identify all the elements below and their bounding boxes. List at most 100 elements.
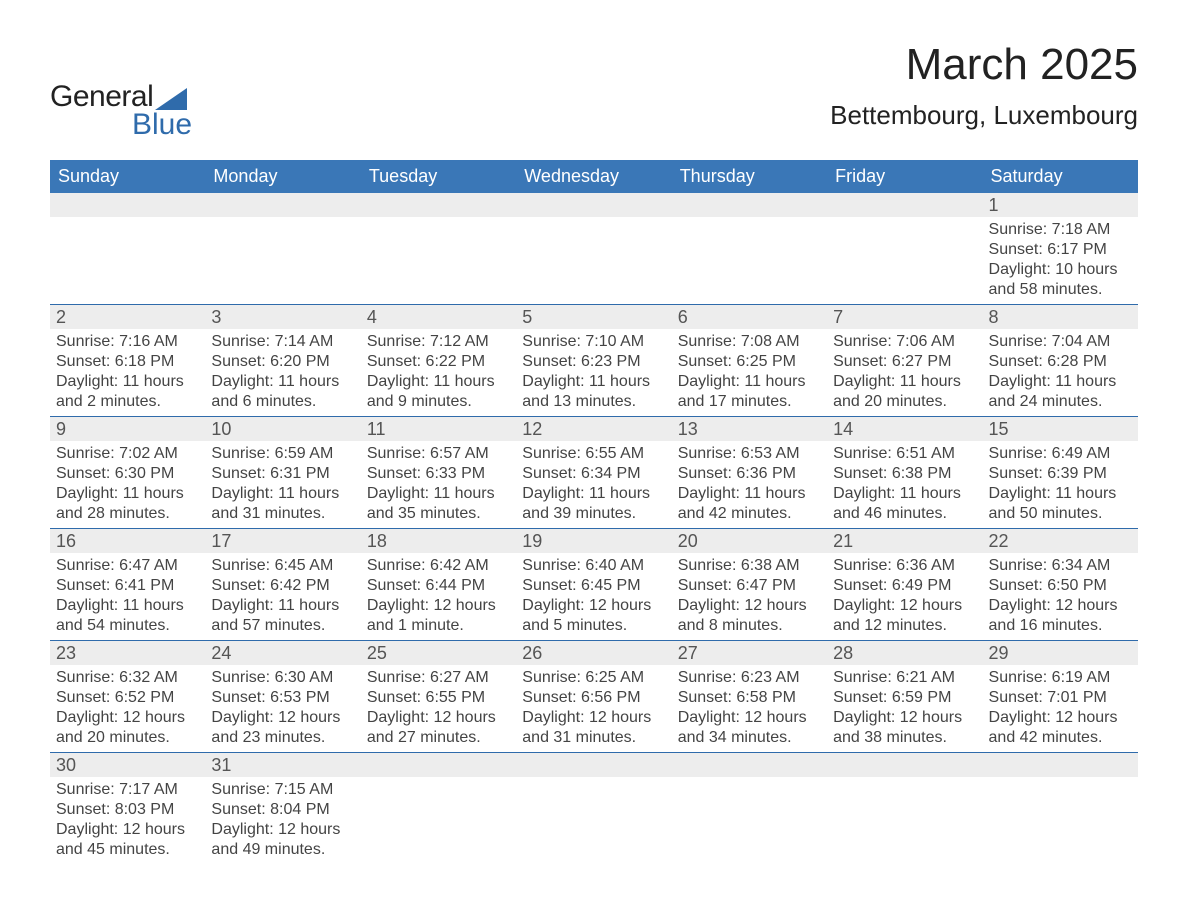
daylight-line: Daylight: 12 hours and 42 minutes. <box>989 708 1132 748</box>
calendar-cell: 2Sunrise: 7:16 AMSunset: 6:18 PMDaylight… <box>50 305 205 416</box>
day-number: 8 <box>983 305 1138 329</box>
day-number <box>672 753 827 777</box>
calendar-cell: 27Sunrise: 6:23 AMSunset: 6:58 PMDayligh… <box>672 641 827 752</box>
sunset-line: Sunset: 8:03 PM <box>56 800 199 820</box>
day-details <box>361 217 516 224</box>
daylight-line: Daylight: 12 hours and 31 minutes. <box>522 708 665 748</box>
calendar-cell: 4Sunrise: 7:12 AMSunset: 6:22 PMDaylight… <box>361 305 516 416</box>
sunset-line: Sunset: 6:39 PM <box>989 464 1132 484</box>
calendar-cell: 19Sunrise: 6:40 AMSunset: 6:45 PMDayligh… <box>516 529 671 640</box>
calendar-cell-blank <box>361 193 516 304</box>
sunset-line: Sunset: 6:41 PM <box>56 576 199 596</box>
day-details: Sunrise: 7:18 AMSunset: 6:17 PMDaylight:… <box>983 217 1138 304</box>
sunset-line: Sunset: 6:22 PM <box>367 352 510 372</box>
calendar-cell: 21Sunrise: 6:36 AMSunset: 6:49 PMDayligh… <box>827 529 982 640</box>
day-number: 21 <box>827 529 982 553</box>
day-details <box>983 777 1138 784</box>
day-details <box>827 777 982 784</box>
sunrise-line: Sunrise: 6:27 AM <box>367 668 510 688</box>
day-number: 7 <box>827 305 982 329</box>
day-number <box>672 193 827 217</box>
logo-sub-text: Blue <box>132 108 192 142</box>
daylight-line: Daylight: 11 hours and 28 minutes. <box>56 484 199 524</box>
calendar-cell: 20Sunrise: 6:38 AMSunset: 6:47 PMDayligh… <box>672 529 827 640</box>
day-details: Sunrise: 7:15 AMSunset: 8:04 PMDaylight:… <box>205 777 360 864</box>
day-number: 11 <box>361 417 516 441</box>
sunrise-line: Sunrise: 7:10 AM <box>522 332 665 352</box>
day-number: 3 <box>205 305 360 329</box>
daylight-line: Daylight: 11 hours and 54 minutes. <box>56 596 199 636</box>
daylight-line: Daylight: 11 hours and 17 minutes. <box>678 372 821 412</box>
calendar-cell: 10Sunrise: 6:59 AMSunset: 6:31 PMDayligh… <box>205 417 360 528</box>
day-number: 6 <box>672 305 827 329</box>
day-details: Sunrise: 6:49 AMSunset: 6:39 PMDaylight:… <box>983 441 1138 528</box>
logo: General Blue <box>50 80 192 142</box>
sunset-line: Sunset: 6:23 PM <box>522 352 665 372</box>
sunrise-line: Sunrise: 7:17 AM <box>56 780 199 800</box>
calendar-cell: 3Sunrise: 7:14 AMSunset: 6:20 PMDaylight… <box>205 305 360 416</box>
daylight-line: Daylight: 11 hours and 42 minutes. <box>678 484 821 524</box>
daylight-line: Daylight: 12 hours and 8 minutes. <box>678 596 821 636</box>
day-number <box>827 193 982 217</box>
day-number: 1 <box>983 193 1138 217</box>
sunrise-line: Sunrise: 6:23 AM <box>678 668 821 688</box>
week-row: 9Sunrise: 7:02 AMSunset: 6:30 PMDaylight… <box>50 416 1138 528</box>
sunset-line: Sunset: 6:42 PM <box>211 576 354 596</box>
day-details: Sunrise: 6:53 AMSunset: 6:36 PMDaylight:… <box>672 441 827 528</box>
calendar-cell: 7Sunrise: 7:06 AMSunset: 6:27 PMDaylight… <box>827 305 982 416</box>
sunset-line: Sunset: 6:18 PM <box>56 352 199 372</box>
day-number: 5 <box>516 305 671 329</box>
day-details: Sunrise: 6:40 AMSunset: 6:45 PMDaylight:… <box>516 553 671 640</box>
daylight-line: Daylight: 11 hours and 13 minutes. <box>522 372 665 412</box>
daylight-line: Daylight: 11 hours and 31 minutes. <box>211 484 354 524</box>
sunset-line: Sunset: 6:30 PM <box>56 464 199 484</box>
day-number: 2 <box>50 305 205 329</box>
sunrise-line: Sunrise: 7:12 AM <box>367 332 510 352</box>
calendar-cell: 26Sunrise: 6:25 AMSunset: 6:56 PMDayligh… <box>516 641 671 752</box>
weekday-wednesday: Wednesday <box>516 160 671 193</box>
daylight-line: Daylight: 12 hours and 12 minutes. <box>833 596 976 636</box>
day-number: 12 <box>516 417 671 441</box>
sunset-line: Sunset: 6:45 PM <box>522 576 665 596</box>
calendar-cell: 25Sunrise: 6:27 AMSunset: 6:55 PMDayligh… <box>361 641 516 752</box>
sunrise-line: Sunrise: 6:47 AM <box>56 556 199 576</box>
day-number: 30 <box>50 753 205 777</box>
daylight-line: Daylight: 12 hours and 1 minute. <box>367 596 510 636</box>
day-details <box>827 217 982 224</box>
daylight-line: Daylight: 12 hours and 27 minutes. <box>367 708 510 748</box>
sunset-line: Sunset: 6:53 PM <box>211 688 354 708</box>
calendar-cell-blank <box>672 193 827 304</box>
calendar-cell-blank <box>205 193 360 304</box>
sunset-line: Sunset: 6:38 PM <box>833 464 976 484</box>
daylight-line: Daylight: 11 hours and 20 minutes. <box>833 372 976 412</box>
day-details <box>205 217 360 224</box>
weeks-container: 1Sunrise: 7:18 AMSunset: 6:17 PMDaylight… <box>50 193 1138 864</box>
sunrise-line: Sunrise: 6:49 AM <box>989 444 1132 464</box>
day-number: 10 <box>205 417 360 441</box>
sunset-line: Sunset: 6:31 PM <box>211 464 354 484</box>
logo-triangle-icon <box>155 88 187 110</box>
day-number: 24 <box>205 641 360 665</box>
day-number: 4 <box>361 305 516 329</box>
daylight-line: Daylight: 12 hours and 20 minutes. <box>56 708 199 748</box>
calendar-cell-blank <box>50 193 205 304</box>
sunrise-line: Sunrise: 7:18 AM <box>989 220 1132 240</box>
sunrise-line: Sunrise: 6:53 AM <box>678 444 821 464</box>
day-details: Sunrise: 6:19 AMSunset: 7:01 PMDaylight:… <box>983 665 1138 752</box>
day-number: 17 <box>205 529 360 553</box>
daylight-line: Daylight: 12 hours and 16 minutes. <box>989 596 1132 636</box>
weekday-saturday: Saturday <box>983 160 1138 193</box>
sunset-line: Sunset: 6:44 PM <box>367 576 510 596</box>
day-number: 9 <box>50 417 205 441</box>
day-number <box>516 193 671 217</box>
calendar-cell: 22Sunrise: 6:34 AMSunset: 6:50 PMDayligh… <box>983 529 1138 640</box>
calendar-cell: 8Sunrise: 7:04 AMSunset: 6:28 PMDaylight… <box>983 305 1138 416</box>
calendar-cell-blank <box>827 193 982 304</box>
sunrise-line: Sunrise: 7:16 AM <box>56 332 199 352</box>
day-details: Sunrise: 7:17 AMSunset: 8:03 PMDaylight:… <box>50 777 205 864</box>
day-details: Sunrise: 6:32 AMSunset: 6:52 PMDaylight:… <box>50 665 205 752</box>
day-details: Sunrise: 6:34 AMSunset: 6:50 PMDaylight:… <box>983 553 1138 640</box>
sunrise-line: Sunrise: 6:38 AM <box>678 556 821 576</box>
day-number: 22 <box>983 529 1138 553</box>
day-number <box>50 193 205 217</box>
